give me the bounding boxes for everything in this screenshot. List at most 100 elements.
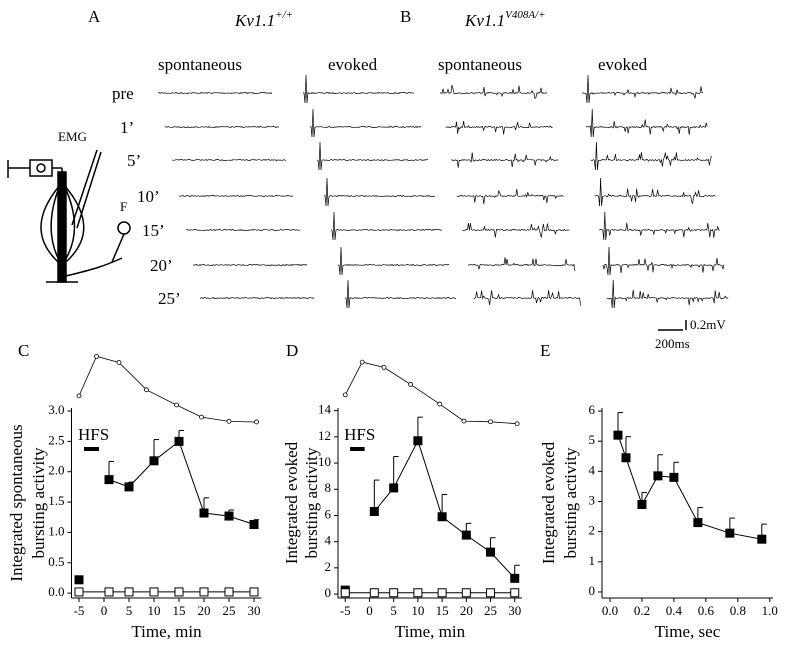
time-label: 1’ (120, 118, 134, 137)
y-tick-label: 6 (589, 402, 596, 417)
marker (224, 587, 234, 597)
marker (510, 588, 520, 598)
panel-label: B (400, 7, 411, 26)
y-tick-label: 10 (318, 454, 331, 469)
trace (586, 108, 708, 138)
x-axis-label: Time, sec (655, 622, 721, 641)
trace (462, 222, 570, 238)
x-tick-label: 15 (173, 603, 186, 618)
marker (389, 588, 399, 598)
y-tick-label: 1.0 (48, 523, 64, 538)
x-tick-label: 20 (198, 603, 211, 618)
genotype: Kv1.1+/+ (234, 9, 293, 30)
marker (199, 587, 209, 597)
y-axis-label: Integrated evoked (282, 441, 301, 564)
marker (510, 573, 520, 583)
y-tick-label: 4 (589, 462, 596, 477)
marker (413, 436, 423, 446)
annotation: HFS (344, 425, 375, 444)
x-tick-label: 0.8 (730, 603, 746, 618)
x-tick-label: 30 (248, 603, 261, 618)
marker (104, 475, 114, 485)
trace (199, 296, 315, 300)
trace (456, 188, 564, 204)
trace (185, 228, 301, 232)
x-axis-label: Time, min (395, 622, 466, 641)
marker (249, 520, 259, 530)
column-title: spontaneous (158, 55, 242, 74)
scale-bar (658, 320, 687, 331)
series-line (344, 361, 518, 425)
y-tick-label: 8 (325, 480, 332, 495)
marker (613, 430, 623, 440)
marker (461, 418, 467, 424)
trace (606, 279, 729, 309)
marker (174, 436, 184, 446)
time-label: 5’ (127, 151, 141, 170)
emg-traces (157, 74, 729, 309)
x-tick-label: 1.0 (762, 603, 778, 618)
emg-label: EMG (58, 129, 87, 144)
marker (621, 453, 631, 463)
marker (437, 512, 447, 522)
y-tick-label: 2.5 (48, 432, 64, 447)
marker (486, 588, 496, 598)
y-axis-label: bursting activity (302, 447, 321, 558)
marker (669, 472, 679, 482)
marker (249, 587, 259, 597)
trace (468, 257, 576, 272)
marker (653, 471, 663, 481)
marker (174, 402, 179, 408)
x-tick-label: 0.4 (666, 603, 683, 618)
marker (76, 393, 82, 399)
trace (302, 74, 415, 104)
y-tick-label: 14 (318, 402, 332, 417)
trace (451, 152, 559, 168)
trace (193, 263, 308, 267)
x-tick-label: 25 (223, 603, 236, 618)
x-tick-label: -5 (74, 603, 85, 618)
time-label: 15’ (142, 221, 165, 240)
marker (254, 419, 259, 425)
panel-label: C (18, 341, 29, 360)
force-label: F (120, 199, 127, 214)
scale-voltage: 0.2mV (690, 317, 726, 332)
marker (413, 588, 423, 598)
marker (94, 354, 99, 359)
genotype: Kv1.1V408A/+ (464, 9, 546, 30)
trace (157, 91, 273, 95)
y-axis-label: bursting activity (29, 447, 48, 558)
trace (594, 177, 716, 207)
marker (359, 359, 365, 365)
time-label: 10’ (137, 187, 160, 206)
marker (757, 534, 767, 544)
x-tick-label: 0.0 (602, 603, 618, 618)
trace (439, 85, 548, 100)
marker (224, 511, 234, 521)
marker (693, 518, 703, 528)
y-axis-label: Integrated spontaneous (7, 424, 26, 581)
trace (337, 246, 450, 276)
marker (437, 401, 443, 407)
trace (164, 125, 280, 129)
panel-label: D (286, 341, 298, 360)
column-title: spontaneous (438, 55, 522, 74)
x-tick-label: 10 (148, 603, 161, 618)
marker (461, 588, 471, 598)
marker (342, 392, 348, 398)
marker (124, 482, 134, 492)
x-axis-label: Time, min (131, 622, 202, 641)
marker (408, 382, 414, 387)
x-tick-label: 30 (508, 603, 521, 618)
y-tick-label: 2 (589, 523, 596, 538)
y-tick-label: 4 (325, 533, 332, 548)
x-tick-label: -5 (340, 603, 351, 618)
x-tick-label: 0.2 (634, 603, 650, 618)
trace (309, 108, 422, 138)
marker (461, 530, 471, 540)
trace (598, 211, 720, 241)
y-tick-label: 2.0 (48, 463, 64, 478)
y-tick-label: 0 (589, 583, 596, 598)
trace (330, 211, 443, 241)
y-tick-label: 5 (589, 432, 596, 447)
